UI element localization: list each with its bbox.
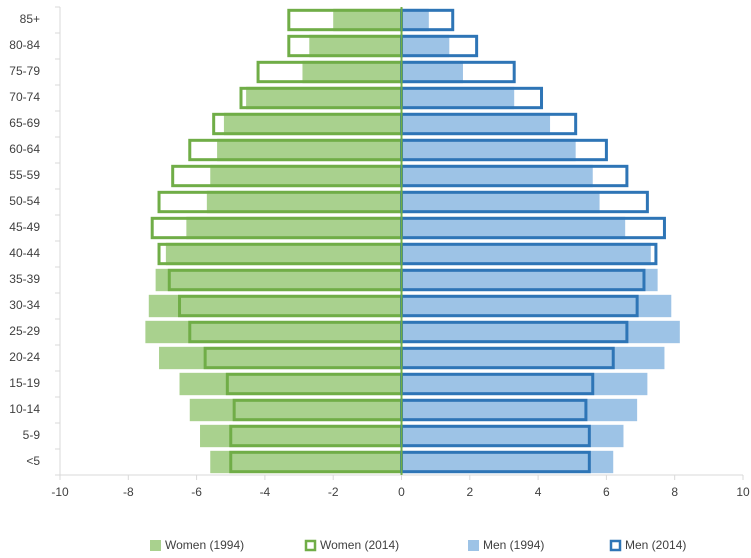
legend-label: Women (1994): [165, 538, 244, 552]
category-label: 80-84: [9, 38, 40, 52]
bar: [401, 216, 626, 240]
x-tick-label: -2: [328, 485, 339, 499]
bar: [401, 164, 593, 188]
legend-swatch: [609, 539, 622, 552]
bar: [159, 346, 402, 370]
x-tick-label: -4: [260, 485, 271, 499]
bar: [401, 8, 429, 32]
category-label: <5: [26, 454, 40, 468]
bar: [401, 86, 515, 110]
category-label: 10-14: [9, 402, 40, 416]
bar: [145, 320, 402, 344]
x-tick-label: 8: [671, 485, 678, 499]
bar: [401, 242, 651, 266]
bar: [210, 450, 402, 474]
bar: [148, 294, 402, 318]
bar: [309, 34, 402, 58]
bar: [200, 424, 402, 448]
bar: [401, 424, 624, 448]
category-label: 40-44: [9, 246, 40, 260]
category-label: 5-9: [23, 428, 41, 442]
bar: [401, 190, 600, 214]
category-label: 20-24: [9, 350, 40, 364]
bar: [401, 294, 672, 318]
bar: [246, 86, 402, 110]
bar: [401, 450, 614, 474]
category-label: 15-19: [9, 376, 40, 390]
x-tick-label: -8: [123, 485, 134, 499]
category-label: 50-54: [9, 194, 40, 208]
bar: [401, 34, 450, 58]
category-label: 25-29: [9, 324, 40, 338]
legend-swatch: [468, 540, 479, 551]
bar: [210, 164, 402, 188]
legend-label: Men (1994): [483, 538, 544, 552]
bar: [401, 398, 638, 422]
bar: [401, 138, 576, 162]
bar: [333, 8, 402, 32]
x-tick-label: 10: [736, 485, 750, 499]
legend-swatch: [150, 540, 161, 551]
x-tick-label: -10: [51, 485, 69, 499]
bar: [302, 60, 402, 84]
category-label: 85+: [20, 12, 40, 26]
legend-swatch: [304, 539, 317, 552]
category-label: 65-69: [9, 116, 40, 130]
bar: [179, 372, 402, 396]
bar: [401, 268, 658, 292]
bar: [223, 112, 402, 136]
bar: [401, 372, 648, 396]
legend-label: Women (2014): [320, 538, 399, 552]
bar: [155, 268, 402, 292]
x-tick-label: 0: [398, 485, 405, 499]
bar: [165, 242, 402, 266]
bar: [186, 216, 402, 240]
category-label: 55-59: [9, 168, 40, 182]
category-label: 35-39: [9, 272, 40, 286]
bar: [401, 346, 665, 370]
category-label: 30-34: [9, 298, 40, 312]
bar: [217, 138, 402, 162]
x-tick-label: 2: [466, 485, 473, 499]
category-label: 70-74: [9, 90, 40, 104]
bar: [189, 398, 402, 422]
category-label: 45-49: [9, 220, 40, 234]
category-label: 60-64: [9, 142, 40, 156]
bar: [401, 60, 463, 84]
x-tick-label: 4: [535, 485, 542, 499]
legend-label: Men (2014): [625, 538, 686, 552]
x-tick-label: 6: [603, 485, 610, 499]
category-label: 75-79: [9, 64, 40, 78]
bar: [401, 320, 680, 344]
bar: [206, 190, 402, 214]
bar: [401, 112, 551, 136]
x-tick-label: -6: [191, 485, 202, 499]
